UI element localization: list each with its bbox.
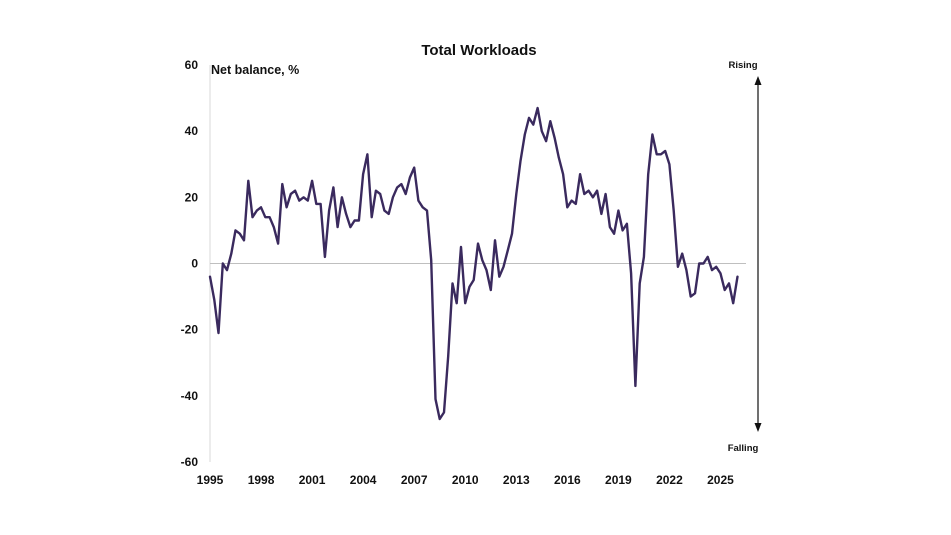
x-tick-label: 2010 [452,473,479,487]
rising-falling-arrow [754,76,762,432]
y-tick-label: 40 [185,124,199,138]
x-tick-label: 2001 [299,473,326,487]
x-tick-label: 2019 [605,473,632,487]
y-tick-label: -60 [181,455,199,469]
y-axis-label: Net balance, % [211,63,299,77]
x-tick-label: 2004 [350,473,377,487]
y-tick-label: -20 [181,323,199,337]
rising-label: Rising [728,60,757,71]
x-tick-labels: 1995 1998 2001 2004 2007 2010 2013 2016 2019 2022… [197,473,734,487]
y-tick-label: 20 [185,190,199,204]
x-tick-label: 2022 [656,473,683,487]
y-tick-label: 0 [191,257,198,271]
x-tick-label: 2016 [554,473,581,487]
y-tick-label: 60 [185,58,199,72]
x-tick-label: 2007 [401,473,428,487]
x-tick-label: 1995 [197,473,224,487]
y-tick-label: -40 [181,389,199,403]
x-tick-label: 2025 [707,473,734,487]
chart-title: Total Workloads [421,42,536,59]
x-tick-label: 2013 [503,473,530,487]
series-line [208,106,739,421]
y-tick-labels: -60 -40 -20 0 20 40 60 [181,58,199,469]
falling-label: Falling [728,443,759,454]
x-tick-label: 1998 [248,473,275,487]
